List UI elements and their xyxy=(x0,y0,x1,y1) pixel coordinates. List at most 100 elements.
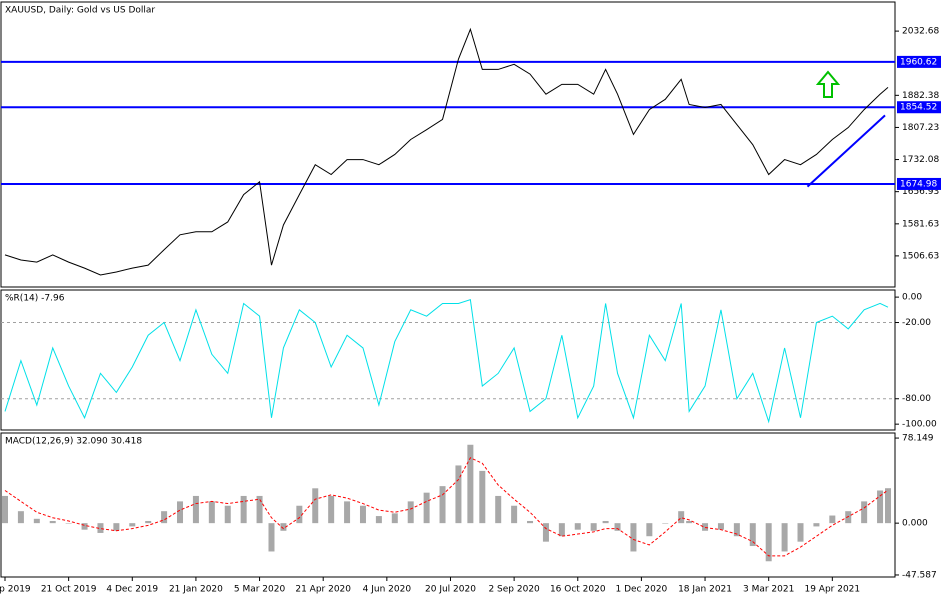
macd-bar xyxy=(256,495,263,524)
macd-bar xyxy=(455,465,462,524)
macd-bar xyxy=(65,523,72,524)
macd-bar xyxy=(208,501,215,524)
panel-frame xyxy=(0,1,896,288)
y-tick-label: -20.00 xyxy=(902,318,931,328)
trend-line xyxy=(806,114,886,188)
x-tick-label: 21 Apr 2020 xyxy=(295,585,351,595)
x-tick-label: 21 Oct 2019 xyxy=(41,585,97,595)
macd-bar xyxy=(749,523,756,547)
macd-bar xyxy=(646,523,653,537)
macd-bar xyxy=(511,505,518,524)
macd-bar xyxy=(268,523,275,552)
macd-bar xyxy=(113,523,120,531)
macd-bar xyxy=(145,520,152,524)
macd-bar xyxy=(614,523,621,531)
price-line xyxy=(4,298,889,424)
macd-bar xyxy=(224,505,231,524)
y-tick-label: -47.587 xyxy=(902,570,937,580)
y-tick-label: 1581.63 xyxy=(902,219,939,229)
x-tick-label: 1 Dec 2020 xyxy=(616,585,668,595)
level-label: 1854.52 xyxy=(900,103,937,113)
x-tick-label: 16 Oct 2020 xyxy=(550,585,606,595)
macd-bar xyxy=(630,523,637,552)
macd-bar xyxy=(733,523,740,537)
x-tick-label: 2 Sep 2020 xyxy=(488,585,540,595)
macd-bar xyxy=(797,523,804,542)
macd-bar xyxy=(829,515,836,524)
arrow xyxy=(815,70,841,98)
macd-bar xyxy=(312,488,319,524)
macd-bar xyxy=(479,470,486,524)
macd-bar xyxy=(375,516,382,524)
macd-bar xyxy=(423,492,430,524)
x-tick-label: 20 Jul 2020 xyxy=(425,585,476,595)
macd-bar xyxy=(765,523,772,562)
macd-bar xyxy=(2,495,8,524)
y-tick-label: 1807.23 xyxy=(902,123,939,133)
macd-bar xyxy=(781,523,788,552)
y-tick-label: 0.00 xyxy=(902,293,922,303)
y-tick-label: 1882.38 xyxy=(902,91,939,101)
panel-frame xyxy=(0,432,896,578)
macd-bar xyxy=(359,505,366,524)
macd-bar xyxy=(861,501,868,524)
macd-bar xyxy=(439,486,446,524)
macd-bar xyxy=(877,490,884,524)
macd-bar xyxy=(662,523,669,524)
macd-bar xyxy=(49,520,56,524)
macd-bar xyxy=(280,523,287,531)
macd-bar xyxy=(97,523,104,533)
panel-title: %R(14) -7.96 xyxy=(5,294,65,304)
x-tick-label: 18 Jan 2021 xyxy=(678,585,732,595)
level-label-box xyxy=(897,177,941,190)
macd-bar xyxy=(344,501,351,524)
macd-bar xyxy=(17,511,24,524)
macd-bar xyxy=(240,495,247,524)
macd-bar xyxy=(885,488,892,524)
macd-bar xyxy=(717,523,724,530)
level-label: 1960.62 xyxy=(900,57,937,67)
y-tick-label: 1656.93 xyxy=(902,187,939,197)
macd-bar xyxy=(602,520,609,524)
macd-bar xyxy=(296,505,303,524)
y-tick-label: -100.00 xyxy=(902,420,937,430)
x-tick-label: 21 Jan 2020 xyxy=(169,585,223,595)
macd-bar xyxy=(590,523,597,531)
macd-bar xyxy=(407,501,414,524)
y-tick-label: -80.00 xyxy=(902,394,931,404)
macd-bar xyxy=(495,495,502,524)
macd-bar xyxy=(177,501,184,524)
macd-bar xyxy=(702,523,709,531)
price-line xyxy=(4,27,889,276)
y-tick-label: 78.149 xyxy=(902,434,934,444)
panel-title: MACD(12,26,9) 32.090 30.418 xyxy=(5,437,142,447)
panel-title: XAUUSD, Daily: Gold vs US Dollar xyxy=(5,6,155,16)
level-label-box xyxy=(897,55,941,68)
macd-bar xyxy=(686,520,693,524)
x-tick-label: 4 Dec 2019 xyxy=(106,585,158,595)
macd-bar xyxy=(81,523,88,530)
y-tick-label: 0.000 xyxy=(902,519,928,529)
x-tick-label: 19 Apr 2021 xyxy=(804,585,860,595)
macd-bar xyxy=(542,523,549,542)
macd-bar xyxy=(391,513,398,524)
y-tick-label: 2032.68 xyxy=(902,27,939,37)
signal-line xyxy=(4,457,889,557)
macd-bar xyxy=(33,518,40,524)
macd-bar xyxy=(467,444,474,524)
macd-bar xyxy=(558,523,565,537)
macd-bar xyxy=(574,523,581,530)
x-tick-label: 5 Sep 2019 xyxy=(0,585,31,595)
x-tick-label: 5 Mar 2020 xyxy=(234,585,286,595)
macd-bar xyxy=(328,495,335,524)
macd-bar xyxy=(129,523,136,527)
macd-bar xyxy=(192,495,199,524)
panel-frame xyxy=(0,289,896,431)
x-tick-label: 3 Mar 2021 xyxy=(743,585,794,595)
level-label: 1674.98 xyxy=(900,179,937,189)
macd-bar xyxy=(161,511,168,524)
y-tick-label: 1732.08 xyxy=(902,155,939,165)
x-tick-label: 4 Jun 2020 xyxy=(363,585,412,595)
macd-bar xyxy=(678,511,685,524)
